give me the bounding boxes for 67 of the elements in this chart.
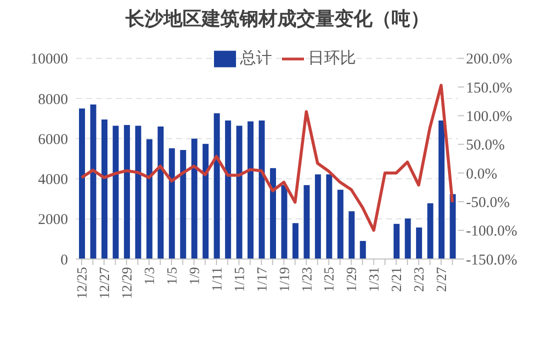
- x-tick-label: 12/27: [98, 267, 114, 299]
- bar: [225, 120, 232, 259]
- x-tick-label: 1/9: [188, 267, 203, 285]
- bar: [258, 120, 265, 259]
- x-tick-label: 2/23: [412, 267, 428, 292]
- bar: [394, 224, 400, 259]
- y2-tick-label: -50.0%: [466, 194, 510, 211]
- bar: [337, 190, 344, 259]
- x-tick-label: 1/25: [322, 267, 338, 292]
- y-tick-label: 0: [60, 252, 68, 268]
- bar: [404, 218, 411, 259]
- bar: [112, 126, 119, 259]
- bar: [214, 113, 220, 259]
- y2-tick-label: 100.0%: [466, 108, 512, 125]
- y2-tick-label: 0.0%: [466, 166, 498, 182]
- chart-title: 长沙地区建筑钢材成交量变化（吨）: [124, 8, 430, 32]
- bar: [304, 185, 310, 259]
- y-tick-label: 2000: [38, 212, 68, 228]
- bar: [326, 174, 332, 259]
- bar: [79, 108, 85, 259]
- bar: [101, 120, 108, 259]
- bar: [450, 194, 456, 259]
- bar: [135, 126, 142, 259]
- x-tick-label: 1/15: [232, 267, 248, 292]
- bar: [438, 120, 445, 259]
- x-tick-label: 1/19: [278, 267, 293, 292]
- x-tick-label: 12/29: [120, 267, 136, 299]
- x-tick-label: 1/29: [345, 267, 360, 292]
- bar: [360, 240, 366, 259]
- bar: [180, 150, 186, 259]
- bar: [427, 203, 434, 259]
- y2-tick-label: 50.0%: [466, 138, 505, 154]
- y2-tick-label: 150.0%: [466, 80, 512, 96]
- y-tick-label: 4000: [38, 172, 68, 188]
- x-tick-label: 1/17: [255, 267, 270, 292]
- y2-tick-label: -100.0%: [466, 224, 518, 240]
- bar: [191, 138, 198, 259]
- bar: [236, 126, 242, 259]
- y2-tick-label: 200.0%: [466, 52, 512, 68]
- bar: [416, 227, 422, 259]
- bar: [158, 126, 164, 259]
- bar: [90, 104, 96, 259]
- bar: [281, 185, 288, 259]
- legend-label: 日环比: [308, 50, 356, 67]
- y-tick-label: 6000: [38, 132, 68, 148]
- bar: [270, 168, 276, 259]
- x-tick-label: 1/23: [300, 267, 316, 292]
- x-tick-label: 1/11: [210, 267, 226, 292]
- x-tick-label: 12/25: [76, 267, 91, 299]
- x-tick-label: 1/5: [165, 267, 180, 285]
- bar: [248, 121, 254, 259]
- bar: [348, 211, 355, 259]
- line-series: [80, 84, 454, 232]
- bar: [124, 124, 130, 259]
- legend-label: 总计: [240, 50, 272, 67]
- x-tick-label: 2/21: [390, 267, 406, 292]
- y-tick-label: 10000: [30, 52, 68, 68]
- x-tick-label: 2/27: [435, 267, 450, 292]
- y-tick-label: 8000: [38, 92, 68, 108]
- bar: [314, 174, 321, 259]
- y2-tick-label: -150.0%: [466, 252, 518, 268]
- bar: [168, 148, 175, 259]
- bar: [202, 144, 209, 259]
- x-tick-label: 1/31: [368, 267, 383, 292]
- bar: [292, 223, 298, 259]
- x-tick-label: 1/3: [142, 267, 158, 285]
- bar: [146, 139, 152, 259]
